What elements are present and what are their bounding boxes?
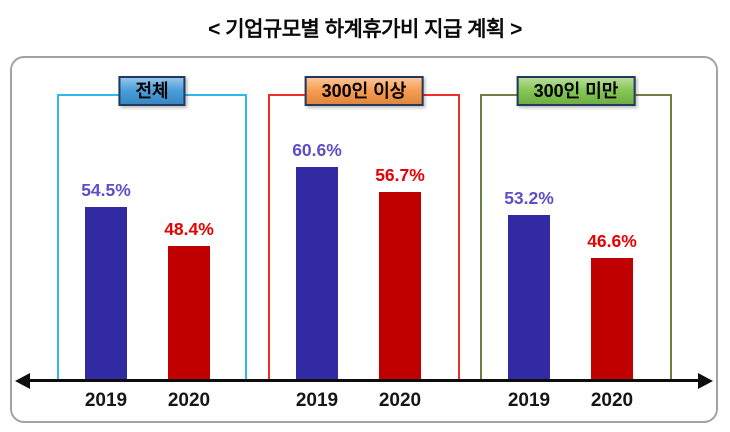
- group-label-under-300: 300인 미만: [516, 76, 636, 106]
- group-label-total: 전체: [118, 76, 186, 106]
- bar-over-300-2020: [379, 192, 421, 379]
- group-over-300: 300인 이상 60.6% 56.7%: [268, 76, 460, 379]
- x-tick-total-2019: 2019: [84, 390, 128, 411]
- bar-column-under-300-2020: 46.6%: [587, 231, 637, 379]
- x-axis-right-arrow-icon: [698, 372, 713, 389]
- bar-under-300-2020: [591, 258, 633, 379]
- bar-column-over-300-2019: 60.6%: [292, 140, 342, 379]
- x-tick-over-300-2020: 2020: [378, 390, 422, 411]
- group-total: 전체 54.5% 48.4%: [57, 76, 247, 379]
- bar-value-total-2020: 48.4%: [164, 219, 214, 239]
- chart-title: < 기업규모별 하계휴가비 지급 계획 >: [208, 18, 522, 41]
- bar-over-300-2019: [296, 167, 338, 379]
- x-axis-left-arrow-icon: [15, 372, 30, 389]
- bar-total-2020: [168, 246, 210, 379]
- bar-column-over-300-2020: 56.7%: [375, 165, 425, 379]
- bar-value-total-2019: 54.5%: [81, 180, 131, 200]
- bar-total-2019: [85, 207, 127, 379]
- x-tick-under-300-2020: 2020: [590, 390, 634, 411]
- bar-column-under-300-2019: 53.2%: [504, 188, 554, 379]
- bar-column-total-2019: 54.5%: [81, 180, 131, 379]
- bar-value-over-300-2019: 60.6%: [292, 140, 342, 160]
- bar-column-total-2020: 48.4%: [164, 219, 214, 379]
- group-label-over-300: 300인 이상: [304, 76, 424, 106]
- x-axis-line: [24, 379, 704, 382]
- bar-value-over-300-2020: 56.7%: [375, 165, 425, 185]
- bar-value-under-300-2019: 53.2%: [504, 188, 554, 208]
- bar-value-under-300-2020: 46.6%: [587, 231, 637, 251]
- x-tick-under-300-2019: 2019: [507, 390, 551, 411]
- x-tick-over-300-2019: 2019: [295, 390, 339, 411]
- chart-panel: 전체 54.5% 48.4% 300인 이상 60.6% 56.7%: [10, 56, 718, 423]
- bar-under-300-2019: [508, 215, 550, 379]
- group-under-300: 300인 미만 53.2% 46.6%: [480, 76, 672, 379]
- x-tick-total-2020: 2020: [167, 390, 211, 411]
